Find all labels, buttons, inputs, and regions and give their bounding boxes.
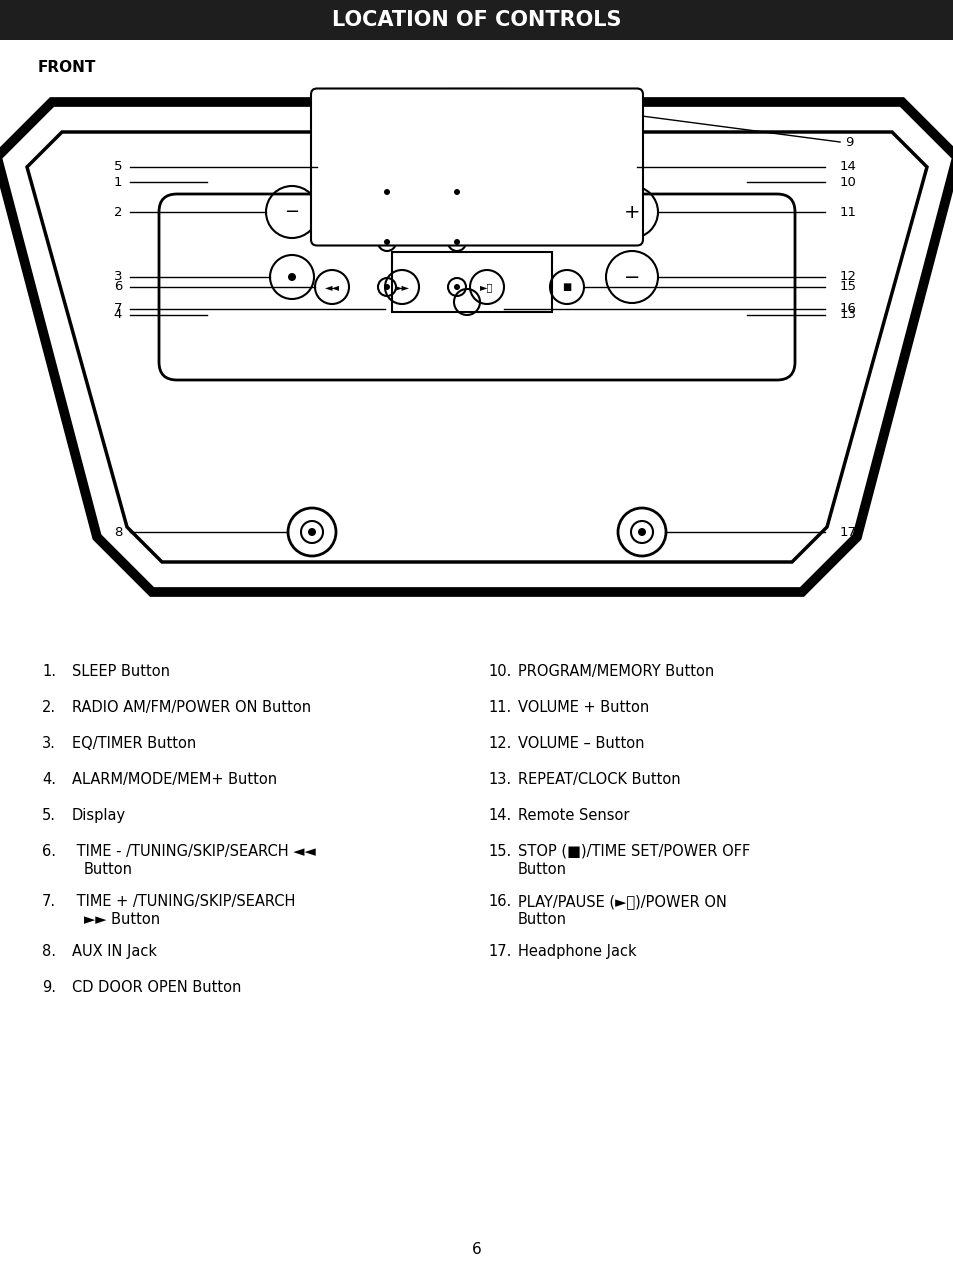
- Polygon shape: [27, 132, 926, 562]
- Text: 4: 4: [113, 309, 122, 322]
- Text: Button: Button: [517, 862, 566, 876]
- FancyBboxPatch shape: [311, 89, 642, 245]
- Text: 3: 3: [113, 271, 122, 284]
- Text: 5.: 5.: [42, 808, 56, 823]
- Text: 3.: 3.: [42, 736, 56, 750]
- Text: 15: 15: [840, 281, 856, 294]
- Text: ►►: ►►: [395, 282, 409, 293]
- Text: 9: 9: [844, 136, 853, 149]
- Text: 13.: 13.: [488, 772, 511, 787]
- Text: 9.: 9.: [42, 979, 56, 995]
- Text: 17: 17: [840, 525, 856, 538]
- Text: 14.: 14.: [488, 808, 511, 823]
- Text: +: +: [623, 202, 639, 221]
- Text: REPEAT/CLOCK Button: REPEAT/CLOCK Button: [517, 772, 679, 787]
- Text: 15.: 15.: [488, 845, 511, 859]
- Text: PROGRAM/MEMORY Button: PROGRAM/MEMORY Button: [517, 664, 714, 679]
- Polygon shape: [0, 102, 953, 591]
- Text: 6: 6: [472, 1243, 481, 1258]
- Text: −: −: [623, 267, 639, 286]
- Text: Button: Button: [517, 912, 566, 927]
- Circle shape: [288, 273, 295, 281]
- Text: 12.: 12.: [488, 736, 511, 750]
- Bar: [392, 252, 552, 312]
- Text: ►⏸: ►⏸: [479, 282, 493, 293]
- Text: 6: 6: [113, 281, 122, 294]
- Text: STOP (■)/TIME SET/POWER OFF: STOP (■)/TIME SET/POWER OFF: [517, 845, 749, 859]
- Text: ►► Button: ►► Button: [84, 912, 160, 927]
- Text: 16: 16: [840, 303, 856, 315]
- Text: RADIO AM/FM/POWER ON Button: RADIO AM/FM/POWER ON Button: [71, 700, 311, 715]
- Text: 10: 10: [840, 176, 856, 188]
- Circle shape: [384, 239, 390, 245]
- Bar: [0, 0, 953, 39]
- Text: 11.: 11.: [488, 700, 511, 715]
- Text: ◄◄: ◄◄: [324, 282, 339, 293]
- Circle shape: [454, 284, 459, 290]
- Text: VOLUME + Button: VOLUME + Button: [517, 700, 649, 715]
- Text: ALARM/MODE/MEM+ Button: ALARM/MODE/MEM+ Button: [71, 772, 276, 787]
- Text: 17.: 17.: [488, 944, 511, 959]
- Text: Display: Display: [71, 808, 126, 823]
- Circle shape: [638, 528, 645, 536]
- Text: 16.: 16.: [488, 894, 511, 909]
- Text: VOLUME – Button: VOLUME – Button: [517, 736, 644, 750]
- Circle shape: [454, 239, 459, 245]
- Text: 14: 14: [840, 160, 856, 173]
- Text: 7: 7: [113, 303, 122, 315]
- Text: 5: 5: [113, 160, 122, 173]
- Text: 12: 12: [840, 271, 856, 284]
- Text: TIME + /TUNING/SKIP/SEARCH: TIME + /TUNING/SKIP/SEARCH: [71, 894, 295, 909]
- Bar: [449, 89, 504, 107]
- Text: ■: ■: [561, 282, 571, 293]
- Text: Headphone Jack: Headphone Jack: [517, 944, 636, 959]
- Text: FRONT: FRONT: [38, 60, 96, 75]
- Text: CD DOOR OPEN Button: CD DOOR OPEN Button: [71, 979, 241, 995]
- Text: 13: 13: [840, 309, 856, 322]
- Circle shape: [454, 190, 459, 195]
- Text: 11: 11: [840, 206, 856, 219]
- Text: 7.: 7.: [42, 894, 56, 909]
- Text: Remote Sensor: Remote Sensor: [517, 808, 629, 823]
- Text: 8.: 8.: [42, 944, 56, 959]
- Text: 6.: 6.: [42, 845, 56, 859]
- Text: SLEEP Button: SLEEP Button: [71, 664, 170, 679]
- Text: EQ/TIMER Button: EQ/TIMER Button: [71, 736, 196, 750]
- Text: 1.: 1.: [42, 664, 56, 679]
- Text: AUX IN Jack: AUX IN Jack: [71, 944, 157, 959]
- Text: TIME - /TUNING/SKIP/SEARCH ◄◄: TIME - /TUNING/SKIP/SEARCH ◄◄: [71, 845, 315, 859]
- Text: 8: 8: [113, 525, 122, 538]
- Circle shape: [384, 190, 390, 195]
- Circle shape: [308, 528, 315, 536]
- FancyBboxPatch shape: [159, 195, 794, 380]
- Text: 10.: 10.: [488, 664, 511, 679]
- Text: LOCATION OF CONTROLS: LOCATION OF CONTROLS: [332, 10, 621, 31]
- Text: 2: 2: [113, 206, 122, 219]
- Text: 2.: 2.: [42, 700, 56, 715]
- Text: 1: 1: [113, 176, 122, 188]
- Text: PLAY/PAUSE (►⏸)/POWER ON: PLAY/PAUSE (►⏸)/POWER ON: [517, 894, 726, 909]
- Text: Button: Button: [84, 862, 132, 876]
- Circle shape: [384, 284, 390, 290]
- Text: −: −: [284, 204, 299, 221]
- Text: 4.: 4.: [42, 772, 56, 787]
